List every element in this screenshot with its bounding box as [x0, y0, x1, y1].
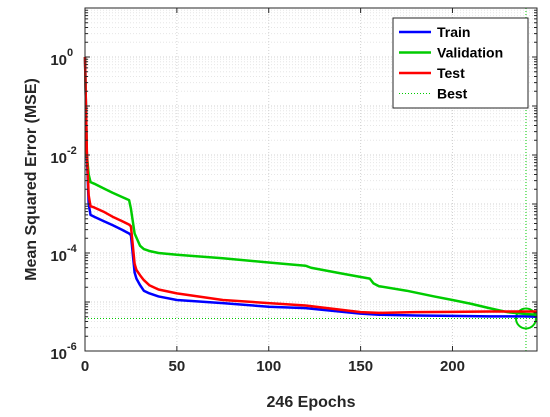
series-line-train	[83, 56, 538, 318]
plot-frame	[84, 7, 538, 352]
y-tick-label-base: 10	[50, 346, 67, 363]
y-tick-label: 10 -4	[50, 243, 77, 265]
y-tick-label-base: 10	[50, 248, 67, 265]
y-axis-title: Mean Squared Error (MSE)	[23, 78, 40, 281]
x-tick-label: 0	[81, 358, 89, 375]
y-tick-label-base: 10	[50, 150, 67, 167]
series-line-validation	[83, 56, 538, 316]
legend-label-test: Test	[437, 65, 465, 81]
legend-label-validation: Validation	[437, 45, 503, 61]
y-tick-label-exponent: -4	[67, 243, 78, 255]
x-tick-label: 100	[256, 358, 281, 375]
y-tick-label: 10 -6	[50, 341, 76, 363]
x-tick-label: 50	[169, 358, 186, 375]
x-axis-ticks: 0 50 100 150 200	[81, 8, 465, 375]
y-tick-label: 10 -2	[50, 145, 76, 167]
y-tick-label-exponent: -2	[67, 145, 77, 157]
x-axis-title: 246 Epochs	[267, 394, 356, 411]
best-point-marker	[514, 307, 537, 330]
legend-label-train: Train	[437, 24, 470, 40]
legend-box	[392, 17, 529, 109]
legend: Train Validation Test Best	[392, 17, 529, 109]
y-tick-label-exponent: 0	[67, 47, 73, 59]
y-tick-label: 10 0	[50, 47, 73, 69]
series-line-test	[83, 56, 537, 315]
series-lines	[83, 56, 538, 318]
x-tick-label: 200	[440, 358, 465, 375]
y-tick-label-exponent: -6	[67, 341, 77, 353]
y-tick-label-base: 10	[50, 52, 67, 69]
x-tick-label: 150	[348, 358, 373, 375]
legend-label-best: Best	[437, 86, 468, 102]
